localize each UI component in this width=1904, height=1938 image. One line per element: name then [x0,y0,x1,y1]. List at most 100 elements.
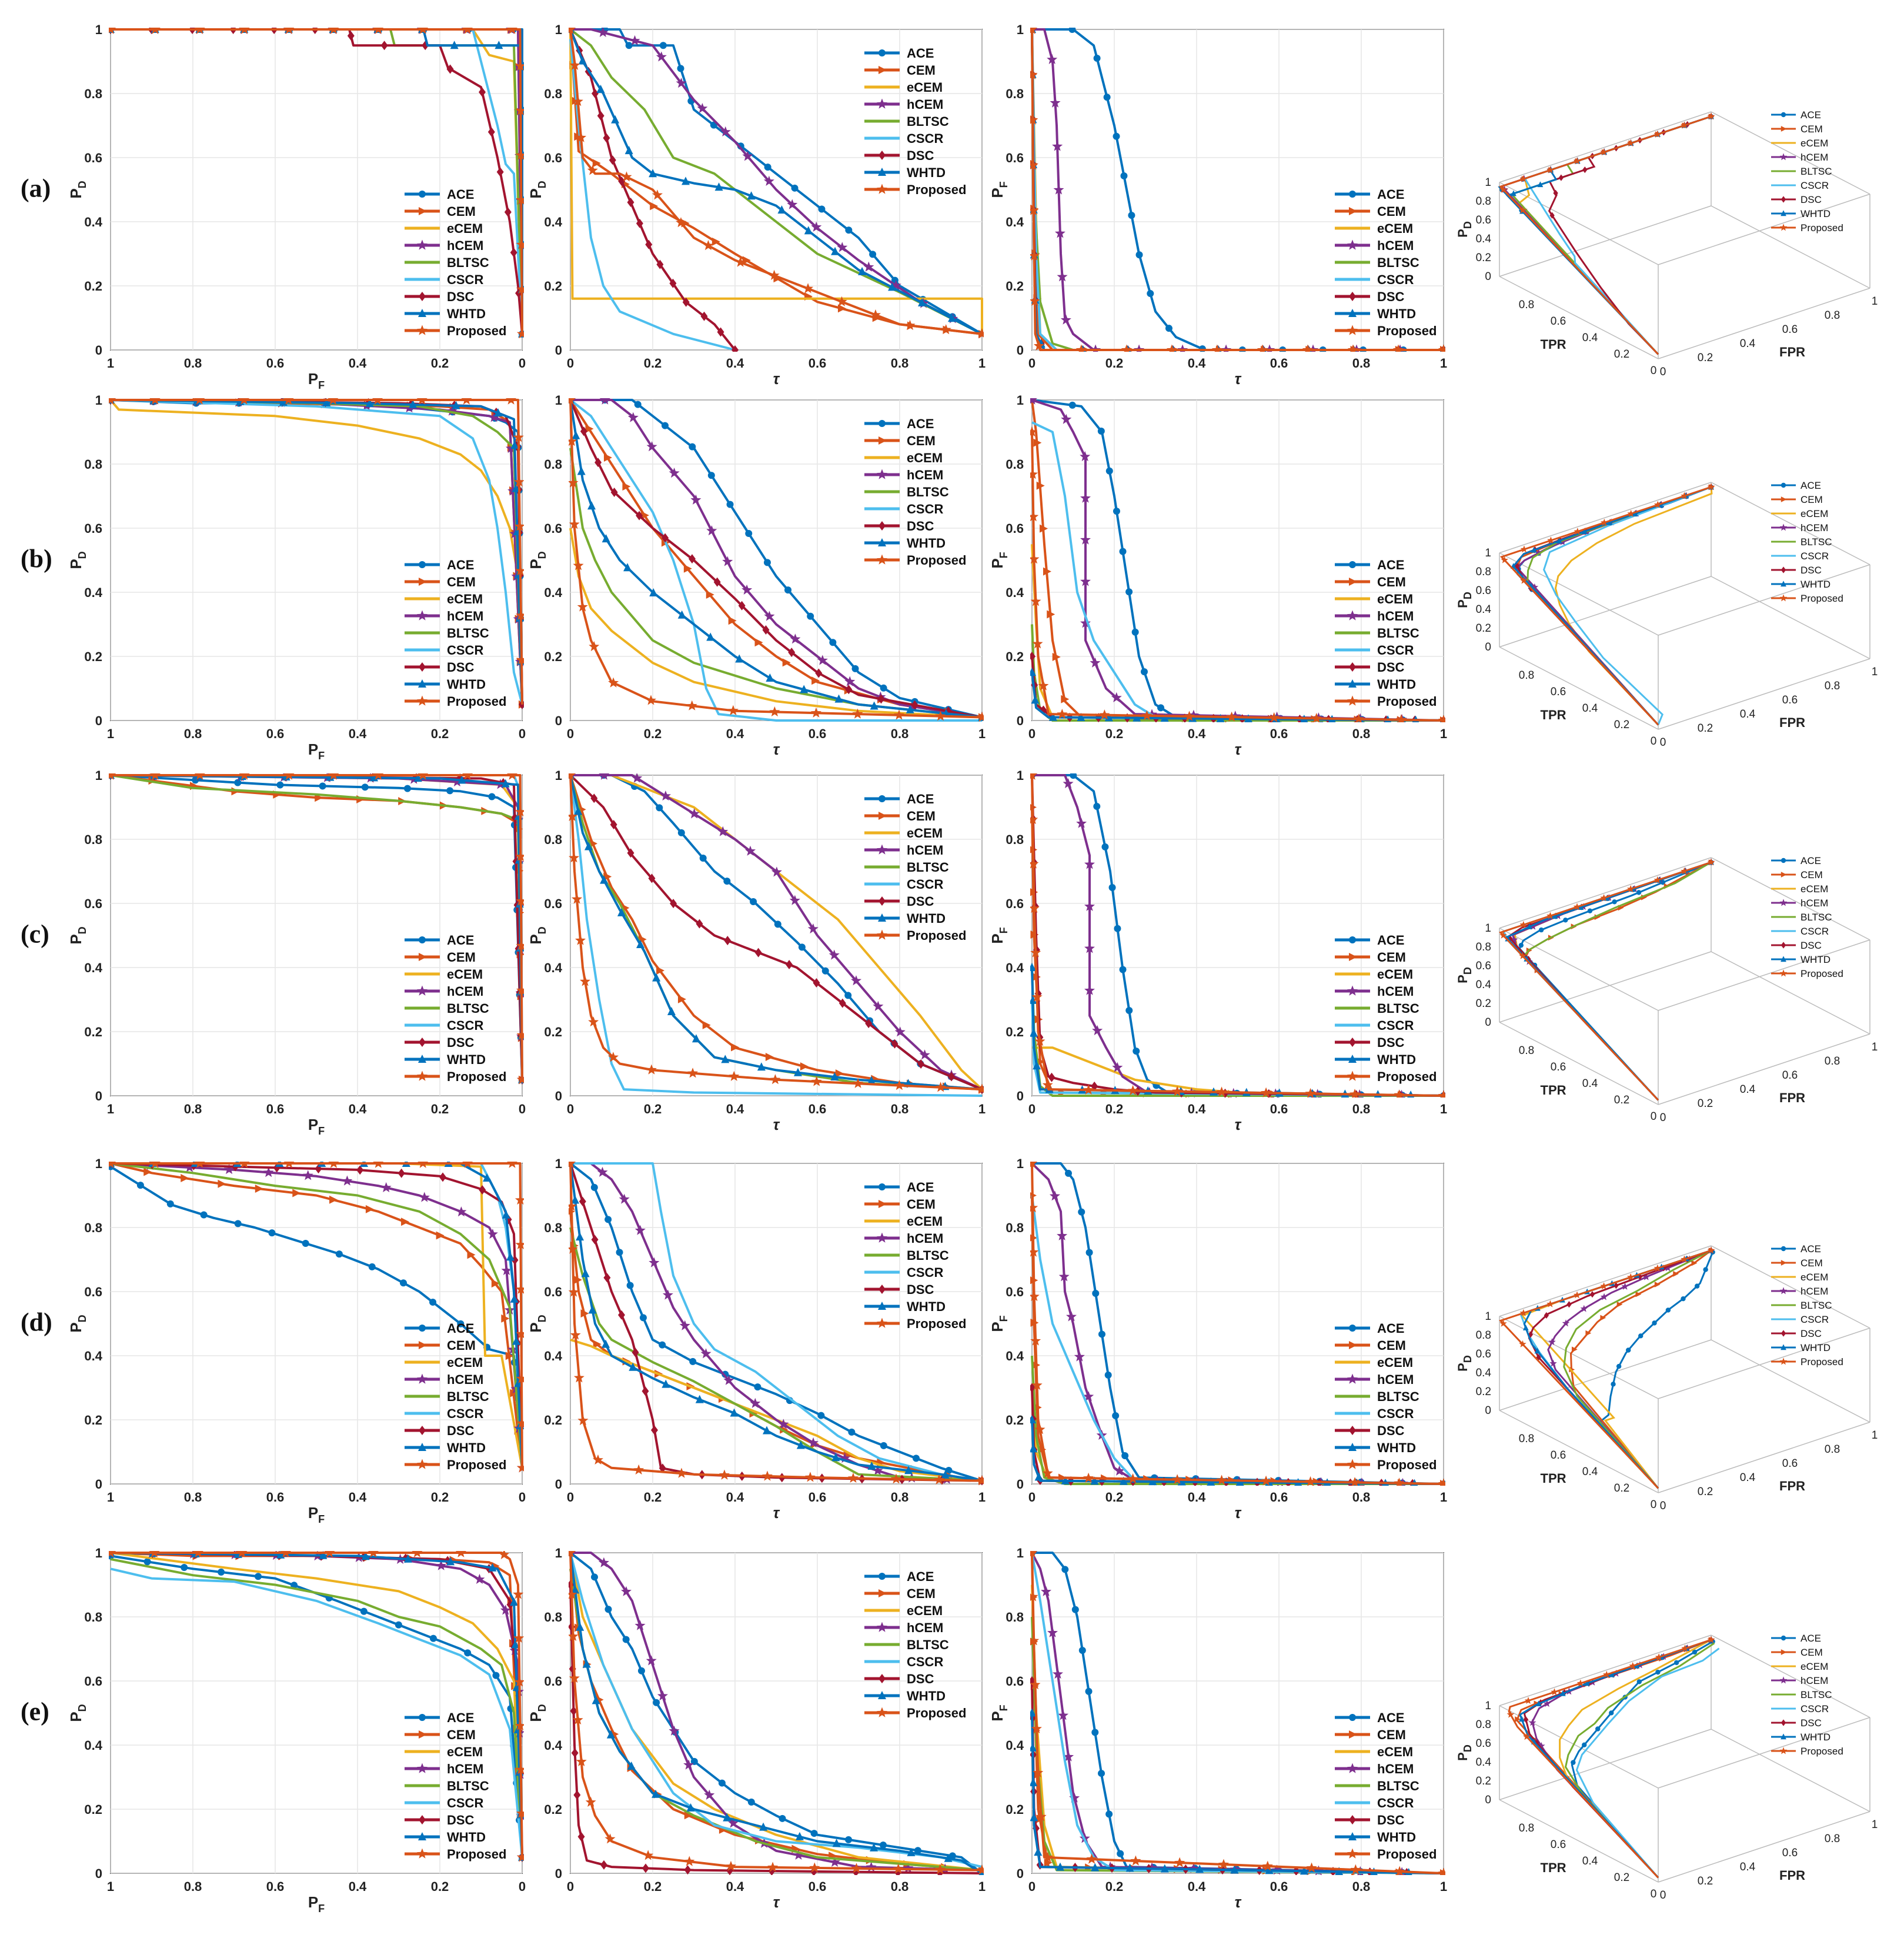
y-axis-label-sub: D [536,926,548,934]
series-marker-dsc [696,919,703,929]
legend-label: Proposed [907,1316,966,1331]
series-marker-proposed [703,240,714,251]
tpr-axis-label: TPR [1541,708,1566,722]
legend3d-marker [1781,126,1787,132]
legend-marker [1347,1763,1358,1773]
series-marker-proposed [1031,1723,1042,1733]
legend3d-label: Proposed [1801,593,1843,604]
series-marker-hcem [597,1166,608,1177]
x-tick-label: 0 [567,1102,574,1116]
series-marker-hcem [662,1289,673,1300]
series-marker-proposed [1033,340,1044,351]
series-marker-cem [501,1314,510,1323]
series-marker-proposed [569,1630,579,1641]
series-group [569,1162,984,1486]
series-marker-hcem [619,1193,630,1204]
series-marker-dsc [597,111,604,121]
x-tick-label: 0.4 [726,1102,744,1116]
legend-marker [877,1707,887,1717]
legend-label: CSCR [907,877,943,892]
series-marker-dsc [724,936,731,946]
legend-marker [1349,292,1356,301]
series-marker-hcem [771,866,782,877]
series-marker-proposed [1030,1591,1038,1602]
series-marker-whtd [944,1853,953,1862]
series-marker-proposed [569,1672,580,1683]
series-marker-proposed [515,1720,524,1730]
series-marker-whtd [587,501,596,510]
x-axis-label: τ [1235,740,1242,758]
x-tick-label: 0 [1028,1490,1035,1505]
fpr-tick-label: 0.6 [1782,1457,1798,1470]
legend-label: eCEM [1377,1744,1413,1759]
series-marker-proposed [462,773,473,780]
series-marker-proposed [516,239,524,249]
box-edge [1711,1339,1870,1423]
y-tick-label: 0.8 [1006,1610,1024,1625]
series-marker-proposed [621,171,632,182]
legend-label: WHTD [1377,677,1416,692]
series-marker-proposed [280,1551,291,1557]
legend-marker [1349,561,1356,568]
curve3d-ecem [1559,1639,1712,1879]
legend-label: BLTSC [447,1389,489,1404]
fpr-tick-label: 0.8 [1825,680,1840,692]
x-axis-label-sub: F [318,1513,325,1525]
legend-marker [419,1426,426,1435]
x-tick-label: 1 [1440,356,1447,371]
series-line-ecem [109,399,523,705]
series-marker-hcem [764,611,775,621]
series-marker-ace [622,1636,630,1643]
legend-marker [878,1183,886,1190]
legend-label: BLTSC [1377,626,1419,641]
series-marker-ace [395,1621,402,1629]
legend3d-label: BLTSC [1801,1689,1832,1700]
legend-label: CSCR [447,1796,483,1810]
y-tick-label: 0.4 [544,585,562,600]
series-marker-hcem [903,1862,914,1873]
series-marker-hcem [839,1452,850,1463]
curve3d-proposed [1499,1249,1712,1489]
x-tick-label: 0.2 [1105,1879,1124,1894]
legend-label: DSC [447,1813,475,1827]
series-marker-dsc [600,1860,608,1870]
series-marker-hcem [1058,1271,1070,1282]
series-marker-ace [268,1229,276,1237]
series-marker-proposed [893,709,904,720]
legend-marker [1348,1055,1357,1063]
curve3d-marker-hcem [1642,1273,1651,1280]
y-tick-label: 0.4 [84,215,102,229]
series-marker-ace [848,1428,856,1436]
series-marker-proposed [1030,159,1038,170]
legend-marker [418,679,426,688]
legend-marker [417,1459,427,1469]
series-marker-proposed [588,1016,599,1027]
legend-label: Proposed [1377,1847,1437,1862]
series-marker-hcem [646,441,657,452]
legend-label: CEM [907,809,936,823]
legend3d-marker [1781,858,1786,863]
series-marker-proposed [977,1083,984,1094]
series-marker-ace [677,65,684,72]
curve3d-bltsc [1563,1249,1712,1489]
series-line-hcem [1032,28,1444,351]
series-marker-ace [136,1182,144,1189]
series-marker-proposed [328,1162,339,1168]
y-tick-label: 0.4 [1006,585,1024,600]
series-marker-hcem [728,1817,739,1828]
y-tick-label: 0 [95,343,102,358]
series-marker-cem [1036,481,1045,490]
series-marker-proposed [515,1764,524,1774]
series-marker-proposed [1349,1477,1361,1486]
curve3d-marker-proposed [1627,509,1635,517]
series-marker-ace [591,1573,599,1581]
series-marker-ace [1078,1208,1085,1216]
series-marker-proposed [1030,1246,1039,1257]
series-marker-dsc [618,176,626,186]
series-marker-whtd [763,1426,771,1435]
legend-label: ACE [447,1321,474,1336]
fpr-tick-label: 0.4 [1740,1083,1756,1096]
box-edge [1499,857,1712,929]
series-marker-hcem [634,1225,646,1235]
y-tick-label: 0 [95,1477,102,1492]
